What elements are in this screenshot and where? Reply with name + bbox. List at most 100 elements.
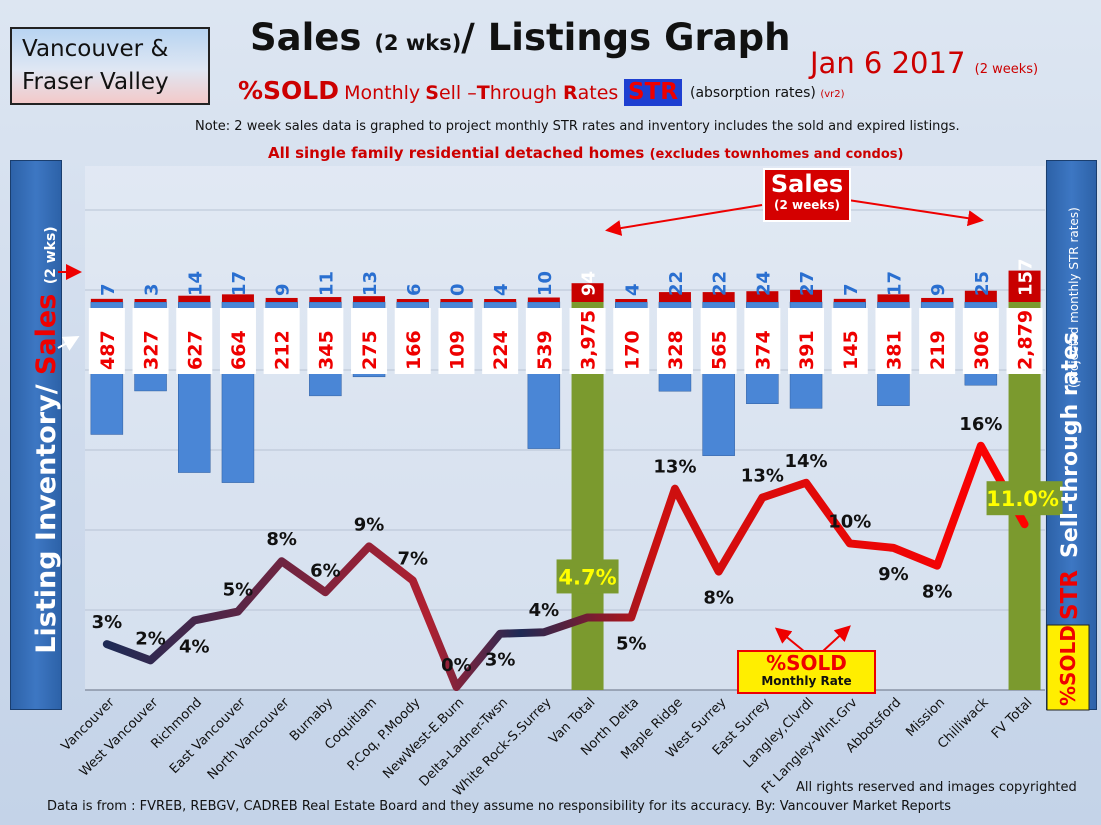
singlefam-small: (excludes townhomes and condos) — [649, 147, 904, 162]
source-note: Data is from : FVREB, REBGV, CADREB Real… — [47, 799, 952, 814]
title-small: (2 wks) — [374, 31, 462, 55]
sold-rate-label: 13% — [741, 466, 784, 487]
report-date: Jan 6 2017 (2 weeks) — [810, 46, 1038, 80]
sales-value-label: 4 — [491, 283, 512, 296]
left-axis-panel — [10, 160, 62, 710]
sales-bar — [134, 299, 167, 302]
sales-value-label: 6 — [404, 283, 425, 296]
total-rate-box — [556, 559, 619, 594]
sales-value-label: 13 — [360, 271, 381, 296]
sales-bar — [484, 299, 517, 302]
sales-value-label: 22 — [710, 271, 731, 296]
title-main-1: Sales — [250, 16, 362, 59]
sales-callout: Sales (2 weeks) — [763, 168, 851, 222]
inventory-value-label: 328 — [665, 330, 687, 370]
inventory-value-label: 565 — [709, 330, 731, 370]
annotation-arrow — [605, 204, 763, 236]
annotation-arrow — [821, 625, 851, 653]
sold-rate-label: 5% — [223, 580, 254, 601]
sold-rate-label: 4% — [179, 636, 210, 657]
sold-rate-label: 10% — [828, 511, 871, 532]
sales-bar — [615, 299, 648, 302]
sales-bar-total — [571, 283, 604, 302]
sales-value-label: 7 — [98, 283, 119, 296]
sales-bar — [440, 299, 473, 302]
sales-value-label: 9 — [273, 283, 294, 296]
sales-bar — [877, 294, 910, 302]
sold-rate-label: 13% — [653, 457, 696, 478]
subtitle-t: T — [476, 82, 490, 104]
inventory-labels: 487 327 627 664 212 345 275 166 109 224 539 3,975 17… — [88, 308, 1043, 374]
total-rate-box — [986, 481, 1063, 516]
inventory-label-bg — [613, 308, 650, 374]
inventory-value-label: 166 — [403, 330, 425, 370]
sales-bar — [90, 298, 123, 302]
sales-bar — [221, 294, 254, 302]
sales-value-label: 3 — [142, 283, 163, 296]
sales-callout-sub: (2 weeks) — [774, 198, 840, 212]
sales-bar — [790, 289, 823, 302]
subtitle-r: R — [562, 82, 578, 104]
inventory-label-bg — [307, 308, 344, 374]
annotation-arrows — [57, 199, 984, 653]
sold-rate-label: 3% — [92, 612, 123, 633]
category-label: North Vancouver — [205, 695, 293, 783]
absorption-note: (absorption rates) (vr2) — [690, 85, 845, 101]
annotation-arrow — [57, 336, 80, 351]
subtitle-monthly: Monthly — [344, 82, 421, 104]
category-label: East Vancouver — [167, 695, 249, 777]
sales-bar — [265, 297, 298, 302]
subtitle-s: S — [425, 82, 439, 104]
right-axis-str: STR — [1057, 570, 1083, 620]
right-axis-main: Sell-through rates — [1058, 332, 1083, 558]
sales-bar — [178, 295, 211, 302]
sales-value-label: 24 — [753, 271, 774, 296]
sales-value-label: 11 — [316, 271, 337, 296]
inventory-value-label: 627 — [184, 330, 206, 370]
category-label: West Vancouver — [77, 695, 162, 780]
sales-bar — [921, 297, 954, 302]
copyright-note: All rights reserved and images copyright… — [796, 780, 1077, 795]
sold-rate-polyline — [102, 441, 1029, 691]
inventory-value-label: 539 — [534, 330, 556, 370]
sales-value-label: 9 — [928, 283, 949, 296]
sales-bar — [527, 297, 560, 302]
sales-bar — [964, 290, 997, 302]
total-rate-label: 11.0% — [986, 487, 1059, 511]
right-axis-title: STR Sell-through rates (projected monthl… — [1057, 207, 1083, 620]
sales-value-label: 10 — [535, 271, 556, 296]
inventory-label-bg — [263, 308, 300, 374]
sold-rate-label: 7% — [397, 548, 428, 569]
sold-rate-label: 3% — [485, 650, 516, 671]
inventory-value-label: 275 — [359, 330, 381, 370]
title-main-2: / Listings Graph — [461, 16, 791, 59]
sales-labels: 7 3 14 17 9 11 13 6 0 4 10 94 4 22 22 24 27 7 17 9 25 157 — [98, 258, 1037, 296]
inventory-label-bg — [482, 308, 519, 374]
inventory-label-bg — [656, 308, 693, 374]
sales-bar — [396, 299, 429, 302]
category-label: FV Total — [989, 695, 1036, 742]
sold-rate-label: 16% — [959, 414, 1002, 435]
sold-side-label: %SOLD — [1046, 624, 1090, 711]
sold-rate-label: 9% — [878, 564, 909, 585]
inventory-label-bg — [744, 308, 781, 374]
note-text: Note: 2 week sales data is graphed to pr… — [195, 119, 960, 134]
category-label: Mission — [903, 695, 948, 740]
absorb-main: (absorption rates) — [690, 85, 816, 101]
sales-value-label: 17 — [884, 271, 905, 296]
singlefam-main: All single family residential detached h… — [268, 144, 645, 162]
absorb-small: (vr2) — [820, 89, 845, 100]
inventory-value-label: 212 — [272, 330, 294, 370]
sales-value-label: 94 — [579, 271, 600, 296]
sold-callout-main: %SOLD — [766, 651, 847, 675]
inventory-label-bg — [569, 308, 606, 374]
inventory-label-bg — [700, 308, 737, 374]
annotation-arrow — [847, 199, 984, 227]
inventory-value-label: 219 — [927, 330, 949, 370]
sold-rate-labels: 3%2% 4%5%8%6%9%7%0% 3%4%5%13%8%13%14%10%9%… — [92, 414, 1063, 676]
inventory-value-label: 2,879 — [1015, 310, 1037, 370]
sales-value-label: 27 — [797, 271, 818, 296]
date-small: (2 weeks) — [974, 62, 1039, 77]
sales-bar — [309, 297, 342, 302]
